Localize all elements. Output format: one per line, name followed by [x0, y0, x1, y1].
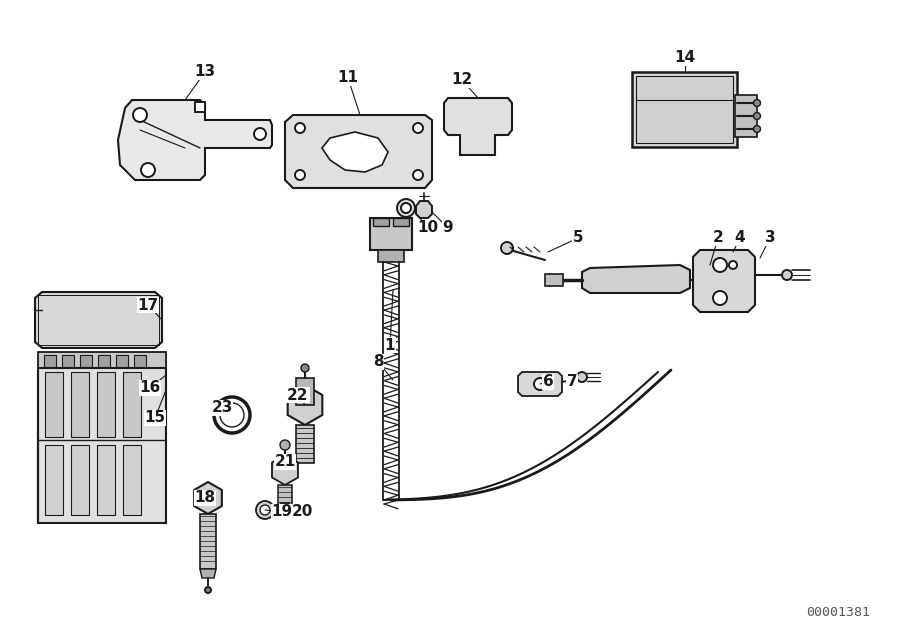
Circle shape [281, 506, 289, 514]
Text: 4: 4 [734, 231, 745, 246]
Bar [38, 368, 166, 523]
Polygon shape [285, 115, 432, 188]
Text: 9: 9 [443, 220, 454, 236]
Bar [98, 355, 110, 367]
Circle shape [301, 364, 309, 372]
Polygon shape [118, 100, 272, 180]
Ellipse shape [462, 109, 494, 131]
Circle shape [397, 199, 415, 217]
Bar [123, 372, 141, 437]
Text: 13: 13 [194, 65, 216, 79]
Polygon shape [322, 132, 388, 172]
Bar [632, 72, 737, 147]
Polygon shape [35, 292, 162, 348]
Circle shape [260, 505, 270, 515]
Bar [123, 445, 141, 515]
Circle shape [295, 170, 305, 180]
Bar [71, 372, 89, 437]
Circle shape [413, 123, 423, 133]
Bar [71, 445, 89, 515]
Text: 5: 5 [572, 231, 583, 246]
Bar [45, 372, 63, 437]
Text: 22: 22 [287, 387, 309, 403]
Text: 23: 23 [212, 401, 233, 415]
Bar [116, 355, 128, 367]
Bar [636, 76, 733, 143]
Text: 17: 17 [138, 298, 158, 312]
Circle shape [205, 587, 211, 593]
Text: 8: 8 [373, 354, 383, 370]
Text: 21: 21 [274, 455, 295, 469]
Polygon shape [518, 372, 562, 396]
Bar [45, 445, 63, 515]
Circle shape [220, 403, 244, 427]
Bar [80, 355, 92, 367]
Circle shape [133, 108, 147, 122]
Bar [378, 250, 404, 262]
Bar [97, 372, 115, 437]
Text: 2: 2 [713, 231, 724, 246]
Circle shape [141, 163, 155, 177]
Circle shape [713, 258, 727, 272]
Polygon shape [277, 503, 293, 517]
Bar [195, 102, 205, 112]
Polygon shape [194, 482, 222, 514]
Text: 1: 1 [385, 337, 395, 352]
Bar [296, 425, 314, 463]
Text: 12: 12 [452, 72, 472, 88]
Circle shape [401, 203, 411, 213]
Circle shape [729, 261, 737, 269]
Text: 16: 16 [140, 380, 160, 396]
Text: 14: 14 [674, 51, 696, 65]
Polygon shape [288, 385, 322, 425]
Polygon shape [200, 569, 216, 578]
Circle shape [254, 128, 266, 140]
Bar [62, 355, 74, 367]
Bar [278, 485, 292, 513]
Text: 10: 10 [418, 220, 438, 236]
Bar [735, 95, 757, 137]
Bar [97, 445, 115, 515]
Circle shape [713, 291, 727, 305]
Bar [200, 514, 216, 569]
Bar [134, 355, 146, 367]
Circle shape [413, 170, 423, 180]
Bar [545, 274, 563, 286]
Text: 11: 11 [338, 70, 358, 86]
Bar [38, 295, 159, 345]
Bar [373, 218, 389, 226]
Polygon shape [444, 98, 512, 155]
Text: 15: 15 [144, 410, 166, 425]
Text: 6: 6 [543, 375, 553, 389]
Circle shape [577, 372, 587, 382]
Bar [296, 378, 314, 405]
Bar [370, 218, 412, 250]
Circle shape [782, 270, 792, 280]
Text: 20: 20 [292, 504, 312, 519]
Polygon shape [272, 455, 298, 485]
Bar [393, 218, 409, 226]
Polygon shape [416, 201, 432, 218]
Circle shape [280, 440, 290, 450]
Polygon shape [693, 250, 755, 312]
Text: 3: 3 [765, 231, 775, 246]
Circle shape [753, 112, 760, 119]
Text: 19: 19 [272, 504, 292, 519]
Circle shape [256, 501, 274, 519]
Circle shape [753, 100, 760, 107]
Text: 18: 18 [194, 490, 216, 505]
Bar [44, 355, 56, 367]
Polygon shape [582, 265, 690, 293]
Bar [38, 352, 166, 370]
Text: 00001381: 00001381 [806, 606, 870, 618]
Circle shape [753, 126, 760, 133]
Circle shape [295, 123, 305, 133]
Text: 7: 7 [567, 375, 577, 389]
Circle shape [501, 242, 513, 254]
Circle shape [534, 378, 546, 390]
